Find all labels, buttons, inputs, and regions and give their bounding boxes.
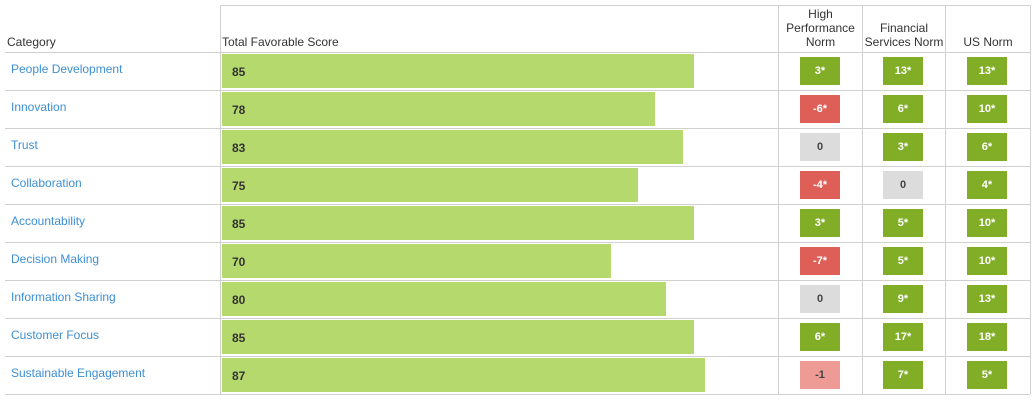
norm-box: 3*: [883, 133, 923, 161]
norm-box: 0: [800, 133, 840, 161]
score-bar: [222, 54, 694, 88]
score-bar: [222, 206, 694, 240]
norm-box: 18*: [967, 323, 1007, 351]
norm-box: -4*: [800, 171, 840, 199]
score-label: 83: [232, 141, 246, 155]
score-bar: [222, 92, 655, 126]
row-line: [5, 128, 1030, 129]
score-label: 78: [232, 103, 246, 117]
norm-box: 0: [883, 171, 923, 199]
norm-box: 10*: [967, 95, 1007, 123]
border-line: [220, 5, 221, 394]
norm-box: 13*: [883, 57, 923, 85]
border-line: [945, 5, 946, 394]
category-link[interactable]: Sustainable Engagement: [11, 366, 146, 380]
score-label: 70: [232, 255, 246, 269]
header-norm: Financial Services Norm: [864, 21, 944, 49]
score-bar: [222, 168, 639, 202]
category-link[interactable]: Customer Focus: [11, 328, 100, 342]
category-link[interactable]: Information Sharing: [11, 290, 116, 304]
norm-box: 6*: [967, 133, 1007, 161]
border-line: [5, 52, 1030, 53]
category-link[interactable]: Innovation: [11, 100, 67, 114]
norm-box: 4*: [967, 171, 1007, 199]
norm-box: 5*: [883, 247, 923, 275]
category-link[interactable]: Decision Making: [11, 252, 100, 266]
row-line: [5, 394, 1030, 395]
score-label: 87: [232, 369, 246, 383]
norm-box: 10*: [967, 247, 1007, 275]
norm-box: 3*: [800, 57, 840, 85]
row-line: [5, 90, 1030, 91]
norm-box: 3*: [800, 209, 840, 237]
norm-box: 0: [800, 285, 840, 313]
category-link[interactable]: Accountability: [11, 214, 86, 228]
norm-box: 9*: [883, 285, 923, 313]
border-line: [220, 5, 1030, 6]
norm-box: 6*: [883, 95, 923, 123]
norm-box: -6*: [800, 95, 840, 123]
norm-box: 5*: [883, 209, 923, 237]
norm-box: 10*: [967, 209, 1007, 237]
header-score: Total Favorable Score: [222, 35, 339, 49]
norm-box: 17*: [883, 323, 923, 351]
score-label: 75: [232, 179, 246, 193]
norm-box: 7*: [883, 361, 923, 389]
row-line: [5, 356, 1030, 357]
row-line: [5, 242, 1030, 243]
norm-box: -1: [800, 361, 840, 389]
score-bar: [222, 320, 694, 354]
header-category: Category: [7, 35, 56, 49]
score-bar: [222, 244, 611, 278]
score-label: 85: [232, 331, 246, 345]
header-norm: US Norm: [963, 35, 1013, 49]
row-line: [5, 204, 1030, 205]
score-label: 85: [232, 65, 246, 79]
norm-box: 13*: [967, 57, 1007, 85]
score-label: 80: [232, 293, 246, 307]
row-line: [5, 166, 1030, 167]
border-line: [778, 5, 779, 394]
score-label: 85: [232, 217, 246, 231]
score-bar: [222, 358, 705, 392]
border-line: [1030, 5, 1031, 394]
category-link[interactable]: Collaboration: [11, 176, 82, 190]
category-link[interactable]: People Development: [11, 62, 123, 76]
row-line: [5, 318, 1030, 319]
row-line: [5, 280, 1030, 281]
norm-box: 13*: [967, 285, 1007, 313]
norm-box: 6*: [800, 323, 840, 351]
category-link[interactable]: Trust: [11, 138, 38, 152]
header-norm: High Performance Norm: [786, 7, 855, 49]
norm-box: 5*: [967, 361, 1007, 389]
norm-box: -7*: [800, 247, 840, 275]
border-line: [862, 5, 863, 394]
score-bar: [222, 282, 666, 316]
score-bar: [222, 130, 683, 164]
